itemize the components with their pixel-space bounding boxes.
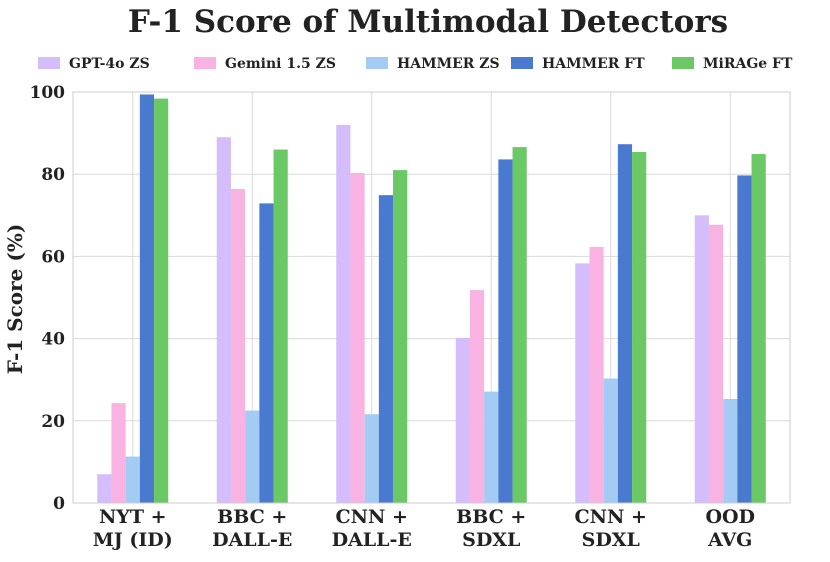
bar-gpt-4o-zs-4 bbox=[575, 263, 590, 503]
legend-item: GPT-4o ZS bbox=[38, 56, 150, 72]
bar-hammer-ft-4 bbox=[617, 144, 633, 503]
legend-item: Gemini 1.5 ZS bbox=[194, 56, 336, 72]
bar-gpt-4o-zs-5 bbox=[694, 215, 709, 504]
bar-gemini-1-5-zs-3 bbox=[469, 290, 485, 503]
x-category-label: CNN + SDXL bbox=[575, 506, 647, 551]
y-axis-label: F-1 Score (%) bbox=[3, 224, 27, 375]
legend-label: Gemini 1.5 ZS bbox=[225, 56, 336, 72]
bar-mirage-ft-0 bbox=[154, 98, 169, 504]
bar-mirage-ft-2 bbox=[393, 170, 408, 503]
bar-gemini-1-5-zs-0 bbox=[111, 403, 126, 503]
bar-hammer-ft-1 bbox=[259, 203, 274, 504]
bar-gemini-1-5-zs-1 bbox=[230, 188, 246, 503]
x-axis-categories: NYT + MJ (ID) BBC + DALL-E CNN + DALL-E BBC + S… bbox=[93, 506, 755, 551]
bar-hammer-zs-2 bbox=[364, 414, 379, 503]
y-tick-label: 60 bbox=[41, 247, 65, 267]
bar-hammer-ft-5 bbox=[737, 175, 752, 504]
y-tick-label: 40 bbox=[41, 330, 65, 350]
y-tick-label: 0 bbox=[53, 494, 65, 514]
x-category-label: BBC + SDXL bbox=[456, 506, 526, 551]
bar-hammer-zs-4 bbox=[603, 378, 618, 503]
x-category-label: NYT + MJ (ID) bbox=[93, 506, 173, 551]
legend-swatch bbox=[38, 57, 60, 69]
y-axis-ticks: 0 20 40 60 80 100 bbox=[30, 83, 66, 514]
bar-hammer-ft-0 bbox=[139, 94, 155, 503]
legend-item: MiRAGe FT bbox=[672, 56, 793, 72]
legend-label: HAMMER ZS bbox=[397, 56, 500, 72]
bar-gemini-1-5-zs-4 bbox=[589, 246, 604, 503]
bar-gpt-4o-zs-0 bbox=[97, 474, 112, 503]
x-category-label: BBC + DALL-E bbox=[212, 506, 292, 551]
bar-hammer-zs-1 bbox=[245, 410, 260, 503]
legend-swatch bbox=[194, 57, 216, 69]
chart-title: F-1 Score of Multimodal Detectors bbox=[128, 4, 728, 40]
y-tick-label: 100 bbox=[30, 83, 66, 103]
bar-hammer-zs-0 bbox=[125, 456, 140, 503]
bar-mirage-ft-3 bbox=[512, 147, 527, 503]
bar-gpt-4o-zs-3 bbox=[455, 337, 470, 503]
legend-item: HAMMER FT bbox=[511, 56, 645, 72]
bar-hammer-zs-5 bbox=[723, 399, 738, 503]
bar-gpt-4o-zs-1 bbox=[216, 137, 231, 503]
bar-mirage-ft-5 bbox=[751, 154, 766, 503]
plot-frame bbox=[72, 91, 791, 504]
bar-mirage-ft-1 bbox=[273, 149, 288, 504]
legend-label: HAMMER FT bbox=[542, 56, 645, 72]
legend-label: GPT-4o ZS bbox=[69, 56, 150, 72]
y-tick-label: 80 bbox=[41, 165, 65, 185]
bar-gemini-1-5-zs-2 bbox=[350, 172, 365, 504]
bar-gemini-1-5-zs-5 bbox=[708, 224, 724, 504]
legend-swatch bbox=[672, 57, 694, 69]
bar-hammer-ft-3 bbox=[498, 159, 513, 504]
x-category-label: CNN + DALL-E bbox=[332, 506, 412, 551]
grid bbox=[73, 91, 790, 504]
x-category-label: OOD AVG bbox=[705, 506, 755, 551]
legend: GPT-4o ZS Gemini 1.5 ZS HAMMER ZS HAMMER FT… bbox=[38, 56, 793, 72]
bar-hammer-ft-2 bbox=[378, 195, 394, 503]
bars bbox=[97, 94, 766, 504]
legend-swatch bbox=[511, 57, 533, 69]
bar-mirage-ft-4 bbox=[632, 152, 647, 504]
legend-item: HAMMER ZS bbox=[366, 56, 500, 72]
legend-label: MiRAGe FT bbox=[703, 56, 793, 72]
legend-swatch bbox=[366, 57, 388, 69]
bar-gpt-4o-zs-2 bbox=[336, 124, 351, 503]
y-tick-label: 20 bbox=[41, 412, 65, 432]
bar-hammer-zs-3 bbox=[484, 391, 499, 503]
